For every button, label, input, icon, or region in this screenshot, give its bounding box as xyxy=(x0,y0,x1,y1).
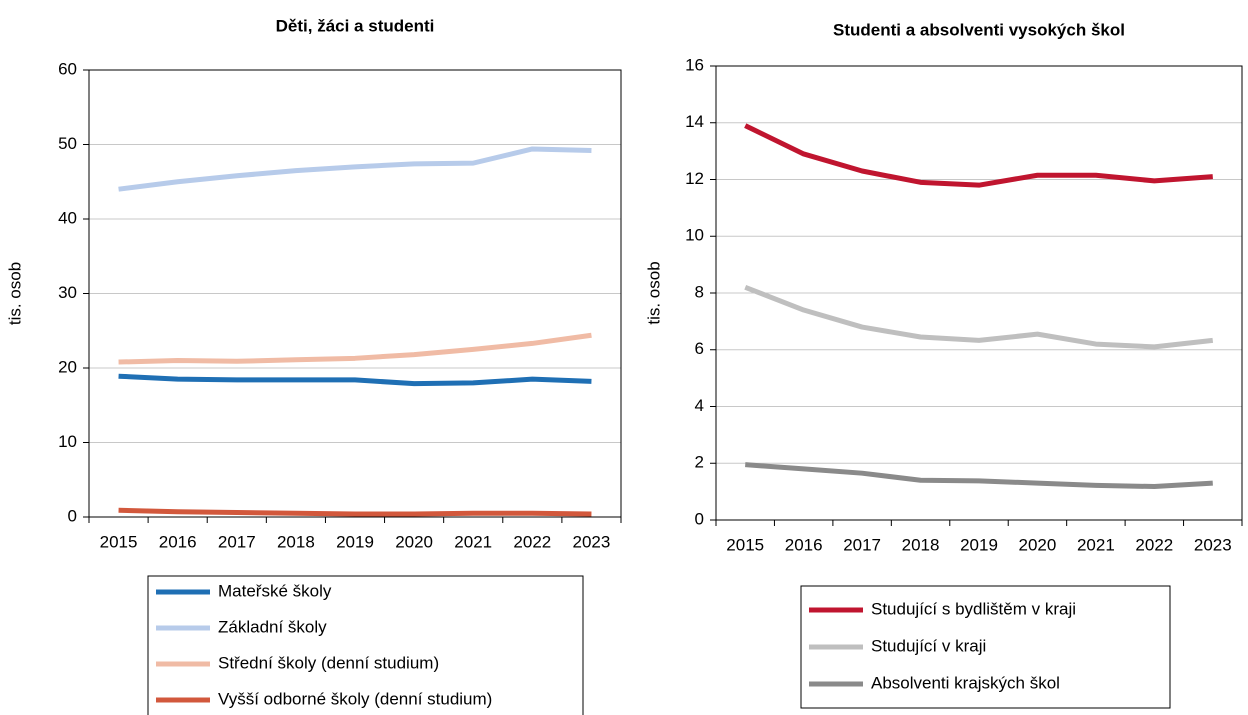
y-tick-label: 20 xyxy=(58,357,77,376)
y-axis-label: tis. osob xyxy=(644,261,663,324)
series-line xyxy=(118,373,592,387)
y-tick-label: 0 xyxy=(695,509,704,528)
y-axis-label: tis. osob xyxy=(5,262,24,325)
x-tick-label: 2017 xyxy=(218,532,256,551)
x-tick-label: 2018 xyxy=(277,532,315,551)
x-tick-label: 2023 xyxy=(573,532,611,551)
x-tick-label: 2019 xyxy=(960,535,998,554)
plot-frame xyxy=(715,65,1243,521)
legend-label: Studující s bydlištěm v kraji xyxy=(871,599,1076,618)
series-line xyxy=(745,462,1213,490)
series-line xyxy=(744,123,1213,188)
y-tick-label: 2 xyxy=(695,453,704,472)
legend-label: Základní školy xyxy=(218,617,327,636)
legend-label: Střední školy (denní studium) xyxy=(218,653,439,672)
series-line xyxy=(118,146,592,192)
plot-frame xyxy=(88,69,622,518)
y-tick-label: 60 xyxy=(58,59,77,78)
y-tick-label: 16 xyxy=(685,55,704,74)
series-line xyxy=(118,507,592,517)
legend-label: Studující v kraji xyxy=(871,636,986,655)
y-tick-label: 10 xyxy=(58,432,77,451)
x-tick-label: 2016 xyxy=(785,535,823,554)
chart-title: Studenti a absolventi vysokých škol xyxy=(833,20,1125,39)
x-tick-label: 2021 xyxy=(454,532,492,551)
legend-box xyxy=(147,575,584,715)
y-tick-label: 50 xyxy=(58,134,77,153)
y-tick-label: 10 xyxy=(685,226,704,245)
x-tick-label: 2015 xyxy=(726,535,764,554)
y-tick-label: 4 xyxy=(695,396,704,415)
x-tick-label: 2022 xyxy=(1135,535,1173,554)
y-tick-label: 8 xyxy=(695,282,704,301)
x-tick-label: 2023 xyxy=(1194,535,1232,554)
x-tick-label: 2017 xyxy=(843,535,881,554)
x-tick-label: 2018 xyxy=(902,535,940,554)
legend-label: Vyšší odborné školy (denní studium) xyxy=(218,689,492,708)
x-tick-label: 2016 xyxy=(159,532,197,551)
y-tick-label: 30 xyxy=(58,283,77,302)
series-line xyxy=(744,284,1214,350)
y-tick-label: 0 xyxy=(68,506,77,525)
y-tick-label: 40 xyxy=(58,208,77,227)
y-tick-label: 14 xyxy=(685,112,704,131)
x-tick-label: 2015 xyxy=(100,532,138,551)
x-tick-label: 2020 xyxy=(395,532,433,551)
chart-title: Děti, žáci a studenti xyxy=(276,16,435,35)
legend-label: Mateřské školy xyxy=(218,581,332,600)
x-tick-label: 2020 xyxy=(1019,535,1057,554)
x-tick-label: 2021 xyxy=(1077,535,1115,554)
y-tick-label: 6 xyxy=(695,339,704,358)
x-tick-label: 2019 xyxy=(336,532,374,551)
y-tick-label: 12 xyxy=(685,169,704,188)
x-tick-label: 2022 xyxy=(513,532,551,551)
series-line xyxy=(118,332,592,365)
legend-label: Absolventi krajských škol xyxy=(871,673,1060,692)
